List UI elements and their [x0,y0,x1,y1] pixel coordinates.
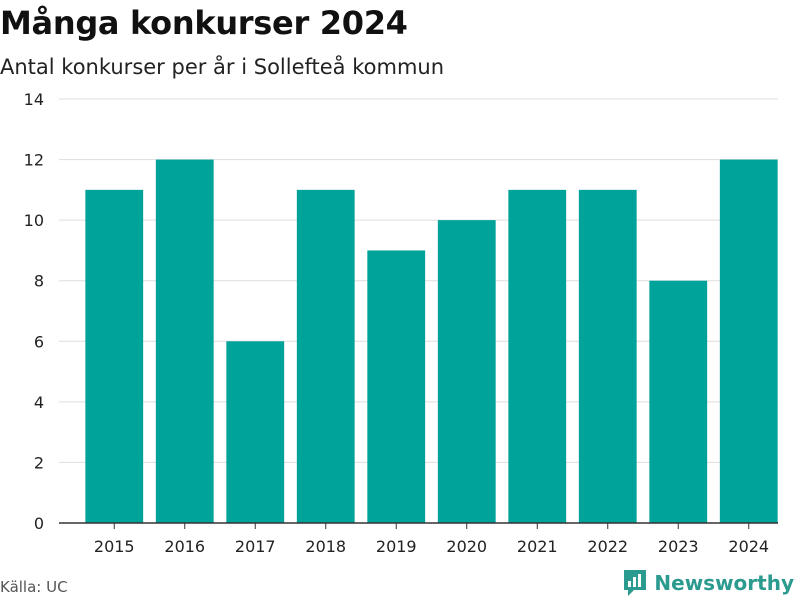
bar-2015 [85,189,144,523]
y-tick-label: 4 [34,393,44,412]
newsworthy-logo-icon [624,570,647,596]
bar-2017 [226,341,285,523]
x-axis-ticks: 2015 2016 2017 2018 2019 2020 2021 2022 2023 2024 [94,523,769,556]
x-tick-label: 2018 [305,537,346,556]
x-tick-label: 2019 [376,537,417,556]
y-axis-ticks: 0 2 4 6 8 10 12 14 [24,90,44,533]
bar-2016 [155,159,214,524]
y-tick-label: 0 [34,514,44,533]
x-tick-label: 2022 [587,537,628,556]
bar-2021 [508,189,567,523]
y-tick-label: 6 [34,332,44,351]
bar-2024 [719,159,778,524]
chart-subtitle: Antal konkurser per år i Sollefteå kommu… [0,55,445,79]
y-tick-label: 2 [34,453,44,472]
x-tick-label: 2024 [728,537,769,556]
y-tick-label: 12 [24,151,44,170]
x-tick-label: 2020 [446,537,487,556]
x-tick-label: 2017 [235,537,276,556]
y-tick-label: 8 [34,272,44,291]
bar-2022 [578,189,637,523]
source-note: Källa: UC [0,578,68,596]
x-tick-label: 2016 [164,537,205,556]
bar-2018 [296,189,355,523]
x-tick-label: 2021 [517,537,558,556]
x-tick-label: 2015 [94,537,135,556]
chart-title: Många konkurser 2024 [0,4,408,42]
bar-2020 [437,220,496,523]
y-tick-label: 10 [24,211,44,230]
bar-2019 [367,250,426,523]
bar-2023 [649,280,708,523]
brand-name: Newsworthy [654,571,794,595]
bars [85,159,778,524]
x-tick-label: 2023 [658,537,699,556]
y-tick-label: 14 [24,90,44,109]
brand-logo: Newsworthy [622,568,794,598]
